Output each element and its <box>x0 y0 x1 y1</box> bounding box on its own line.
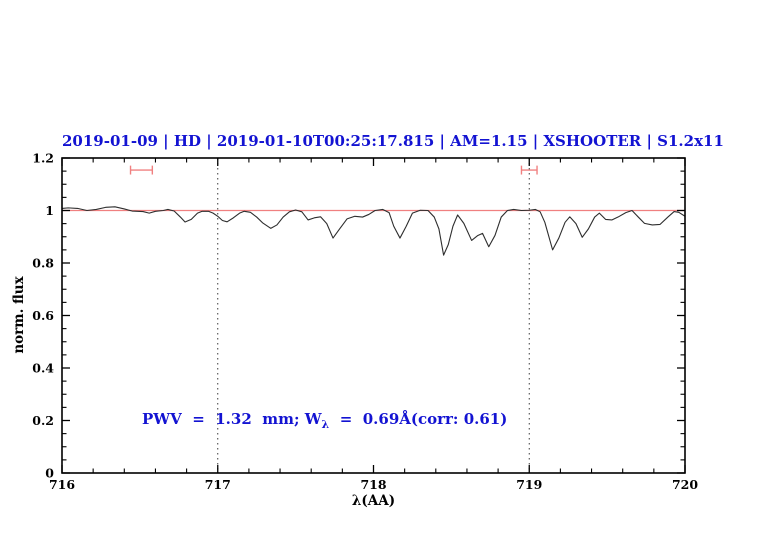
y-tick-label-0.2: 0.2 <box>32 413 54 428</box>
y-tick-label-0.8: 0.8 <box>32 256 54 271</box>
y-tick-label-0.4: 0.4 <box>32 361 54 376</box>
x-tick-label-717: 717 <box>205 477 231 492</box>
x-tick-label-720: 720 <box>672 477 698 492</box>
series-telluric-spectrum <box>61 206 686 256</box>
x-tick-label-716: 716 <box>49 477 75 492</box>
plot-title: 2019-01-09 | HD | 2019-01-10T00:25:17.81… <box>62 132 724 150</box>
y-tick-label-0.6: 0.6 <box>32 308 54 323</box>
x-axis-label: λ(AA) <box>351 493 396 509</box>
x-tick-label-719: 719 <box>516 477 542 492</box>
y-tick-label-1: 1 <box>45 203 54 218</box>
y-tick-label-1.2: 1.2 <box>32 151 54 166</box>
x-tick-label-718: 718 <box>360 477 386 492</box>
y-axis-label: norm. flux <box>11 276 27 354</box>
pwv-annotation-part2: = 0.69Å(corr: 0.61) <box>329 410 508 428</box>
pwv-annotation: PWV = 1.32 mm; Wλ = 0.69Å(corr: 0.61) <box>142 410 507 431</box>
y-tick-label-0: 0 <box>45 466 54 481</box>
pwv-annotation-lambda-subscript: λ <box>321 418 330 431</box>
pwv-annotation-part1: PWV = 1.32 mm; W <box>142 410 322 428</box>
